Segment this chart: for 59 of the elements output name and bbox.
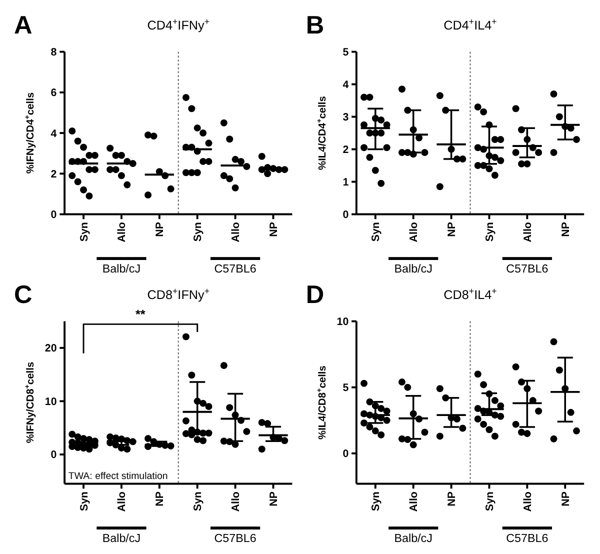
x-tick-label: Allo bbox=[408, 491, 420, 512]
text: Balb/cJ bbox=[394, 262, 432, 276]
y-tick-label: 5 bbox=[342, 46, 349, 59]
text: C bbox=[14, 280, 32, 309]
y-tick-label: 2 bbox=[342, 144, 349, 156]
text: C57BL6 bbox=[506, 532, 548, 546]
y-tick-label: 0 bbox=[342, 209, 349, 222]
x-tick-label: Syn bbox=[484, 492, 496, 512]
x-tick-label: Allo bbox=[116, 491, 128, 512]
y-tick-label: 10 bbox=[44, 396, 57, 408]
text: C57BL6 bbox=[506, 262, 548, 276]
y-tick-label: 0 bbox=[50, 209, 57, 222]
text: Balb/cJ bbox=[394, 532, 432, 546]
x-tick-label: Syn bbox=[78, 222, 90, 242]
text: Balb/cJ bbox=[102, 262, 141, 276]
y-tick-label: 8 bbox=[50, 46, 57, 59]
x-tick-label: NP bbox=[154, 222, 166, 237]
annotation: TWA: effect stimulation bbox=[68, 470, 168, 482]
y-tick-label: 4 bbox=[342, 79, 349, 92]
x-tick-label: Syn bbox=[370, 222, 382, 242]
x-tick-label: Allo bbox=[522, 491, 534, 512]
text: B bbox=[306, 11, 324, 40]
chart-title: CD4$^{+}$IL4$^{+}$ bbox=[444, 16, 497, 32]
x-tick-label: NP bbox=[560, 492, 572, 506]
y-tick-label: 2 bbox=[50, 168, 57, 180]
y-tick-label: 3 bbox=[342, 112, 349, 124]
x-tick-label: Allo bbox=[230, 491, 242, 512]
x-tick-label: NP bbox=[268, 492, 280, 506]
y-tick-label: 1 bbox=[342, 176, 349, 189]
chart-title: CD4$^{+}$IFNy$^{+}$ bbox=[147, 16, 210, 32]
x-tick-label: NP bbox=[560, 222, 572, 237]
x-tick-label: Allo bbox=[522, 222, 534, 242]
x-tick-label: NP bbox=[154, 492, 166, 506]
text: C57BL6 bbox=[214, 532, 256, 546]
y-tick-label: 4 bbox=[50, 128, 57, 140]
y-tick-label: 0 bbox=[342, 448, 349, 460]
x-tick-label: Allo bbox=[116, 222, 128, 242]
x-tick-label: NP bbox=[446, 492, 458, 506]
x-tick-label: Syn bbox=[78, 492, 90, 512]
x-tick-label: Syn bbox=[192, 492, 204, 512]
text: A bbox=[14, 11, 32, 40]
x-tick-label: NP bbox=[268, 222, 280, 237]
x-tick-label: Allo bbox=[408, 222, 420, 242]
chart-title: CD8$^{+}$IFNy$^{+}$ bbox=[147, 286, 210, 302]
x-tick-label: Syn bbox=[370, 492, 382, 512]
y-tick-label: 6 bbox=[50, 87, 57, 100]
text: D bbox=[306, 280, 324, 309]
y-tick-label: 10 bbox=[336, 316, 349, 328]
text: C57BL6 bbox=[214, 262, 256, 276]
x-tick-label: Syn bbox=[192, 222, 204, 242]
x-tick-label: Syn bbox=[484, 222, 496, 242]
x-tick-label: Allo bbox=[230, 222, 242, 242]
y-tick-label: 5 bbox=[342, 382, 349, 394]
chart-title: CD8$^{+}$IL4$^{+}$ bbox=[444, 286, 497, 302]
annotation: ** bbox=[136, 307, 146, 322]
y-tick-label: 20 bbox=[44, 342, 57, 355]
y-tick-label: 0 bbox=[50, 449, 57, 462]
x-tick-label: NP bbox=[446, 222, 458, 237]
text: Balb/cJ bbox=[102, 532, 141, 546]
